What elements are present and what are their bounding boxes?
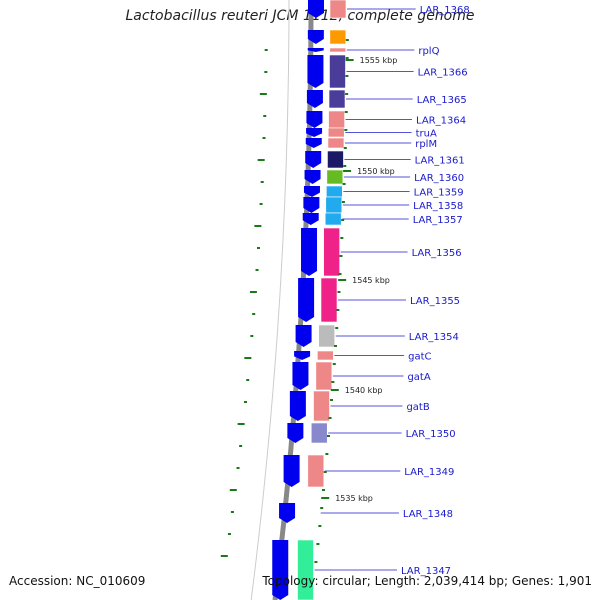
gene-label[interactable]: LAR_1348 xyxy=(403,509,453,520)
orf-arrow xyxy=(287,423,304,443)
gene-block xyxy=(328,110,345,129)
gene-label[interactable]: LAR_1349 xyxy=(404,467,454,478)
orf-arrow xyxy=(279,503,296,523)
orf-arrow xyxy=(294,351,311,360)
gene-block xyxy=(297,539,314,600)
orf-arrow xyxy=(306,111,323,128)
orf-arrow xyxy=(307,0,324,18)
orf-arrow xyxy=(307,48,324,52)
gene-block xyxy=(324,212,342,226)
orf-arrow xyxy=(292,362,309,390)
genome-summary-text: Topology: circular; Length: 2,039,414 bp… xyxy=(262,574,592,588)
orf-arrow xyxy=(298,278,315,322)
gene-label[interactable]: LAR_1361 xyxy=(415,156,465,167)
kbp-label: 1535 kbp xyxy=(335,494,373,503)
gene-track xyxy=(297,0,347,600)
gene-label[interactable]: rplQ xyxy=(418,46,439,57)
orf-arrow xyxy=(289,391,306,421)
orf-arrow xyxy=(304,170,321,184)
gene-label[interactable]: rplM xyxy=(415,139,437,150)
gene-block xyxy=(313,390,330,422)
gene-block xyxy=(329,0,347,19)
blue-orf-arrows xyxy=(272,0,324,600)
orf-arrow xyxy=(302,213,319,225)
gene-label[interactable]: LAR_1360 xyxy=(414,173,464,184)
genome-title: Lactobacillus reuteri JCM 1112, complete… xyxy=(125,8,475,24)
orf-arrow xyxy=(272,540,289,600)
gene-block xyxy=(327,150,344,169)
orf-arrow xyxy=(303,186,320,197)
gene-block xyxy=(307,454,325,488)
gene-block xyxy=(329,54,346,89)
gene-label[interactable]: LAR_1347 xyxy=(401,566,451,577)
accession-text: Accession: NC_010609 xyxy=(9,574,146,588)
orf-arrow xyxy=(305,151,322,168)
gene-label[interactable]: LAR_1358 xyxy=(413,201,463,212)
orf-arrow xyxy=(301,228,318,276)
gene-label[interactable]: LAR_1356 xyxy=(412,248,462,259)
kbp-label: 1545 kbp xyxy=(352,276,390,285)
gene-block xyxy=(327,137,345,149)
orf-arrow xyxy=(306,90,323,108)
gene-label[interactable]: LAR_1366 xyxy=(418,68,468,79)
gene-label[interactable]: gatB xyxy=(406,402,429,413)
gene-label[interactable]: gatC xyxy=(408,352,431,363)
gene-label[interactable]: LAR_1355 xyxy=(410,296,460,307)
gene-labels: LAR_1368 rplQ LAR_1366 LAR_1365 LAR_1364 truA… xyxy=(314,5,470,577)
gene-label[interactable]: LAR_1350 xyxy=(406,429,456,440)
orf-arrow xyxy=(303,197,320,213)
gene-block xyxy=(327,127,345,138)
gene-block xyxy=(325,196,343,214)
gene-label[interactable]: truA xyxy=(416,129,437,140)
kbp-ticks: 1555 kbp 1550 kbp 1545 kbp 1540 kbp 1535 kbp xyxy=(321,56,397,503)
gene-label[interactable]: LAR_1359 xyxy=(414,188,464,199)
orf-arrow xyxy=(295,325,312,347)
gene-label[interactable]: LAR_1364 xyxy=(416,116,466,127)
kbp-label: 1550 kbp xyxy=(357,167,395,176)
orf-arrow xyxy=(305,138,322,148)
orf-arrow xyxy=(306,128,323,137)
gene-label[interactable]: LAR_1354 xyxy=(409,332,459,343)
kbp-label: 1555 kbp xyxy=(360,56,398,65)
gene-block xyxy=(310,422,328,444)
gene-block xyxy=(329,29,347,45)
gene-block xyxy=(329,47,347,53)
gc-skew-marks xyxy=(220,39,349,563)
gene-block xyxy=(317,350,334,361)
gene-label[interactable]: LAR_1365 xyxy=(417,95,467,106)
orf-arrow xyxy=(307,55,324,88)
gene-block xyxy=(328,89,346,109)
gene-label[interactable]: LAR_1357 xyxy=(413,215,463,226)
gene-label[interactable]: LAR_1368 xyxy=(420,5,470,16)
gene-label[interactable]: gatA xyxy=(407,372,430,383)
gene-block xyxy=(323,227,340,277)
gene-block xyxy=(318,324,336,348)
orf-arrow xyxy=(307,30,324,44)
gene-block xyxy=(315,361,333,391)
gene-block xyxy=(326,169,344,185)
orf-arrow xyxy=(283,455,300,487)
inner-arc xyxy=(250,0,290,600)
kbp-label: 1540 kbp xyxy=(345,386,383,395)
gene-block xyxy=(320,277,338,323)
gene-block xyxy=(326,185,343,198)
